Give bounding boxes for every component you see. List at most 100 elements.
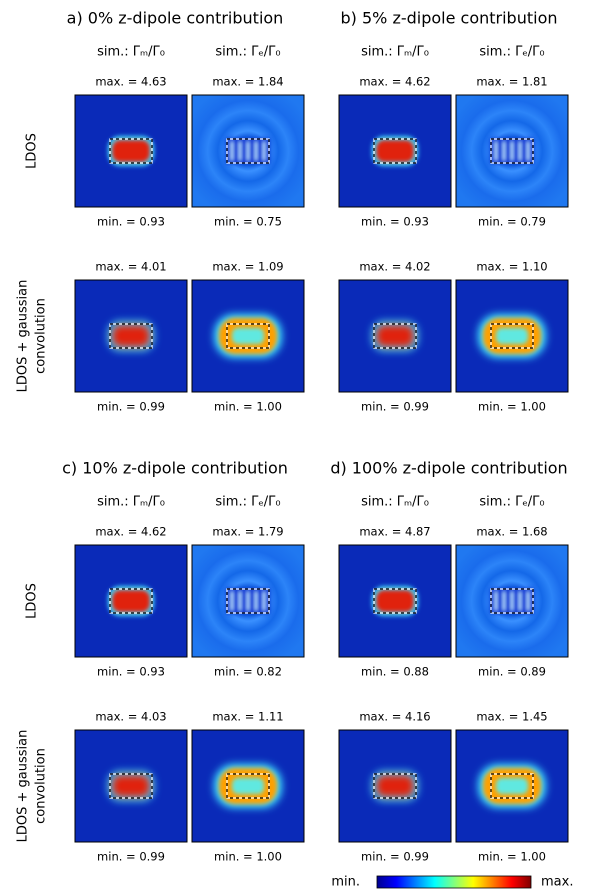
group-title: a) 0% z-dipole contribution [67, 9, 284, 28]
row-label: LDOS + gaussian [16, 730, 31, 843]
max-label: max. = 4.62 [95, 525, 166, 539]
min-label: min. = 1.00 [214, 850, 282, 864]
min-label: min. = 1.00 [478, 400, 546, 414]
frame [338, 279, 452, 393]
outline [490, 588, 534, 614]
heatmap [338, 94, 452, 208]
row-label: LDOS [25, 133, 40, 169]
heatmap [455, 544, 569, 658]
min-label: min. = 0.99 [361, 400, 429, 414]
max-label: max. = 4.16 [359, 710, 430, 724]
outline [373, 323, 417, 349]
row-label: convolution [34, 298, 49, 374]
stripe [246, 141, 250, 161]
ring-core [232, 328, 264, 344]
frame [191, 729, 305, 843]
outline [490, 773, 534, 799]
ring-core [232, 778, 264, 794]
heatmap [338, 279, 452, 393]
outline [226, 323, 270, 349]
ring-core [496, 328, 528, 344]
frame [455, 729, 569, 843]
stripe [230, 141, 234, 161]
frame [74, 729, 188, 843]
max-label: max. = 4.62 [359, 75, 430, 89]
outline [109, 323, 153, 349]
outline [226, 138, 270, 164]
max-label: max. = 1.84 [212, 75, 283, 89]
min-label: min. = 0.88 [361, 665, 429, 679]
stripe [246, 591, 250, 611]
row-label: LDOS [25, 583, 40, 619]
stripe [262, 141, 266, 161]
heatmap [338, 544, 452, 658]
frame [74, 544, 188, 658]
min-label: min. = 0.75 [214, 215, 282, 229]
outline [109, 588, 153, 614]
frame [191, 279, 305, 393]
row-label: convolution [34, 748, 49, 824]
min-label: min. = 0.99 [361, 850, 429, 864]
frame [191, 94, 305, 208]
stripe [502, 591, 506, 611]
column-header: sim.: Γₑ/Γ₀ [215, 45, 280, 60]
stripe [518, 141, 522, 161]
max-label: max. = 1.68 [476, 525, 547, 539]
heatmap [74, 544, 188, 658]
max-label: max. = 4.01 [95, 260, 166, 274]
colorbar-max: max. [541, 875, 573, 890]
group-title: b) 5% z-dipole contribution [340, 9, 557, 28]
hotspot [376, 775, 414, 797]
column-header: sim.: Γₑ/Γ₀ [215, 495, 280, 510]
min-label: min. = 0.93 [97, 665, 165, 679]
heatmap [74, 94, 188, 208]
frame [455, 544, 569, 658]
frame [455, 94, 569, 208]
max-label: max. = 4.87 [359, 525, 430, 539]
heatmap [74, 729, 188, 843]
colorbar [376, 875, 532, 889]
heatmap [191, 729, 305, 843]
hotspot [112, 140, 150, 162]
outline [109, 138, 153, 164]
heatmap [74, 279, 188, 393]
stripe [238, 141, 242, 161]
column-header: sim.: Γₘ/Γ₀ [361, 495, 429, 510]
min-label: min. = 0.99 [97, 850, 165, 864]
min-label: min. = 1.00 [478, 850, 546, 864]
outline [373, 138, 417, 164]
outline [490, 323, 534, 349]
column-header: sim.: Γₑ/Γ₀ [479, 45, 544, 60]
stripe [510, 591, 514, 611]
max-label: max. = 1.81 [476, 75, 547, 89]
column-header: sim.: Γₘ/Γ₀ [97, 495, 165, 510]
frame [338, 544, 452, 658]
outline [109, 773, 153, 799]
colorbar-min: min. [331, 875, 360, 890]
stripe [494, 141, 498, 161]
min-label: min. = 0.93 [97, 215, 165, 229]
stripe [238, 591, 242, 611]
max-label: max. = 1.79 [212, 525, 283, 539]
column-header: sim.: Γₘ/Γ₀ [97, 45, 165, 60]
max-label: max. = 4.03 [95, 710, 166, 724]
heatmap [455, 729, 569, 843]
stripe [518, 591, 522, 611]
outline [226, 588, 270, 614]
stripe [254, 591, 258, 611]
heatmap [338, 729, 452, 843]
max-label: max. = 1.09 [212, 260, 283, 274]
ring-core [496, 778, 528, 794]
min-label: min. = 1.00 [214, 400, 282, 414]
outline [490, 138, 534, 164]
hotspot [112, 775, 150, 797]
stripe [262, 591, 266, 611]
heatmap [455, 279, 569, 393]
hotspot [376, 590, 414, 612]
max-label: max. = 1.10 [476, 260, 547, 274]
outline [373, 773, 417, 799]
stripe [526, 591, 530, 611]
group-title: d) 100% z-dipole contribution [330, 459, 567, 478]
stripe [510, 141, 514, 161]
